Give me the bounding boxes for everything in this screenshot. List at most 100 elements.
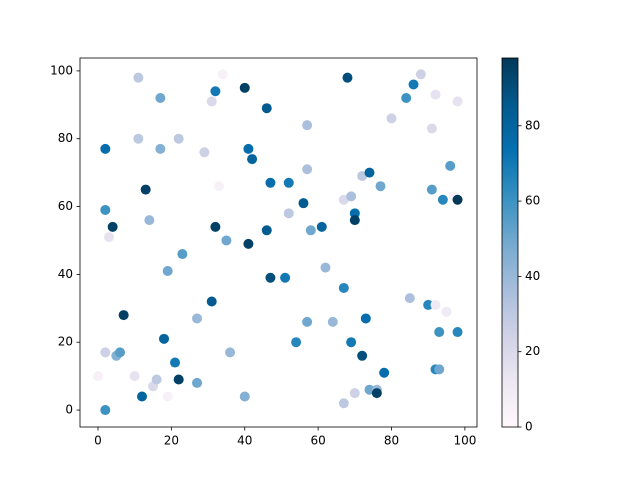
scatter-point xyxy=(103,232,114,243)
scatter-point xyxy=(437,194,448,205)
scatter-point xyxy=(100,347,111,358)
scatter-point xyxy=(298,198,309,209)
scatter-point xyxy=(92,371,103,382)
scatter-point xyxy=(133,133,144,144)
scatter-point xyxy=(137,391,148,402)
colorbar-tick-label: 40 xyxy=(525,269,540,283)
scatter-point xyxy=(327,316,338,327)
colorbar-tick-label: 20 xyxy=(525,344,540,358)
colorbar-tick-label: 80 xyxy=(525,118,540,132)
scatter-point xyxy=(192,377,203,388)
scatter-point xyxy=(206,96,217,107)
scatter-point xyxy=(338,282,349,293)
scatter-point xyxy=(375,181,386,192)
scatter-point xyxy=(247,154,258,165)
x-tick-label: 40 xyxy=(237,434,252,448)
scatter-point xyxy=(434,327,445,338)
scatter-point xyxy=(265,177,276,188)
scatter-point xyxy=(302,316,313,327)
scatter-point xyxy=(100,143,111,154)
scatter-point xyxy=(210,86,221,97)
axes-frame xyxy=(79,57,478,428)
scatter-point xyxy=(261,225,272,236)
scatter-point xyxy=(159,333,170,344)
x-tick-label: 100 xyxy=(453,434,476,448)
y-tick-label: 100 xyxy=(50,63,73,77)
scatter-point xyxy=(177,249,188,260)
colorbar-tick-label: 0 xyxy=(525,420,533,434)
scatter-point xyxy=(162,265,173,276)
scatter-point xyxy=(221,235,232,246)
x-tick-label: 20 xyxy=(164,434,179,448)
scatter-point xyxy=(452,96,463,107)
scatter-point xyxy=(430,299,441,310)
scatter-point xyxy=(434,364,445,375)
scatter-point xyxy=(346,191,357,202)
scatter-point xyxy=(261,103,272,114)
scatter-point xyxy=(305,225,316,236)
x-tick-label: 0 xyxy=(94,434,102,448)
scatter-point xyxy=(100,204,111,215)
scatter-point xyxy=(302,120,313,131)
scatter-point xyxy=(291,337,302,348)
scatter-point xyxy=(173,374,184,385)
scatter-point xyxy=(199,147,210,158)
scatter-point xyxy=(243,238,254,249)
scatter-point xyxy=(129,371,140,382)
scatter-point xyxy=(118,310,129,321)
scatter-point xyxy=(302,164,313,175)
scatter-point xyxy=(114,347,125,358)
scatter-point xyxy=(408,79,419,90)
y-tick-label: 20 xyxy=(58,335,73,349)
y-tick-label: 80 xyxy=(58,131,73,145)
colorbar xyxy=(502,58,518,427)
scatter-point xyxy=(217,69,228,80)
scatter-point xyxy=(371,388,382,399)
scatter-point xyxy=(430,89,441,100)
plot-area xyxy=(92,69,463,416)
scatter-point xyxy=(162,391,173,402)
scatter-point xyxy=(280,272,291,283)
scatter-point xyxy=(415,69,426,80)
scatter-point xyxy=(452,327,463,338)
scatter-point xyxy=(243,143,254,154)
scatter-point xyxy=(349,388,360,399)
scatter-point xyxy=(239,391,250,402)
scatter-point xyxy=(133,72,144,83)
x-tick-label: 80 xyxy=(384,434,399,448)
colorbar-tick-label: 60 xyxy=(525,194,540,208)
scatter-point xyxy=(349,215,360,226)
scatter-point xyxy=(426,123,437,134)
scatter-point xyxy=(225,347,236,358)
scatter-point xyxy=(360,313,371,324)
scatter-point xyxy=(283,208,294,219)
scatter-point xyxy=(170,357,181,368)
scatter-point xyxy=(192,313,203,324)
scatter-point xyxy=(386,113,397,124)
scatter-point xyxy=(155,143,166,154)
scatter-point xyxy=(445,160,456,171)
scatter-point xyxy=(404,293,415,304)
scatter-point xyxy=(320,262,331,273)
scatter-point xyxy=(364,167,375,178)
scatter-point xyxy=(423,299,434,310)
scatter-point xyxy=(100,405,111,416)
y-tick-label: 0 xyxy=(65,403,73,417)
scatter-point xyxy=(155,93,166,104)
scatter-point xyxy=(379,367,390,378)
scatter-point xyxy=(342,72,353,83)
scatter-point xyxy=(265,272,276,283)
scatter-point xyxy=(140,184,151,195)
scatter-point xyxy=(214,181,225,192)
scatter-point xyxy=(401,93,412,104)
scatter-point xyxy=(107,221,118,232)
colorbar-frame xyxy=(501,57,519,428)
scatter-point xyxy=(441,306,452,317)
scatter-point xyxy=(283,177,294,188)
scatter-point xyxy=(452,194,463,205)
scatter-point xyxy=(173,133,184,144)
y-tick-label: 60 xyxy=(58,199,73,213)
scatter-point xyxy=(239,82,250,93)
scatter-point xyxy=(357,350,368,361)
